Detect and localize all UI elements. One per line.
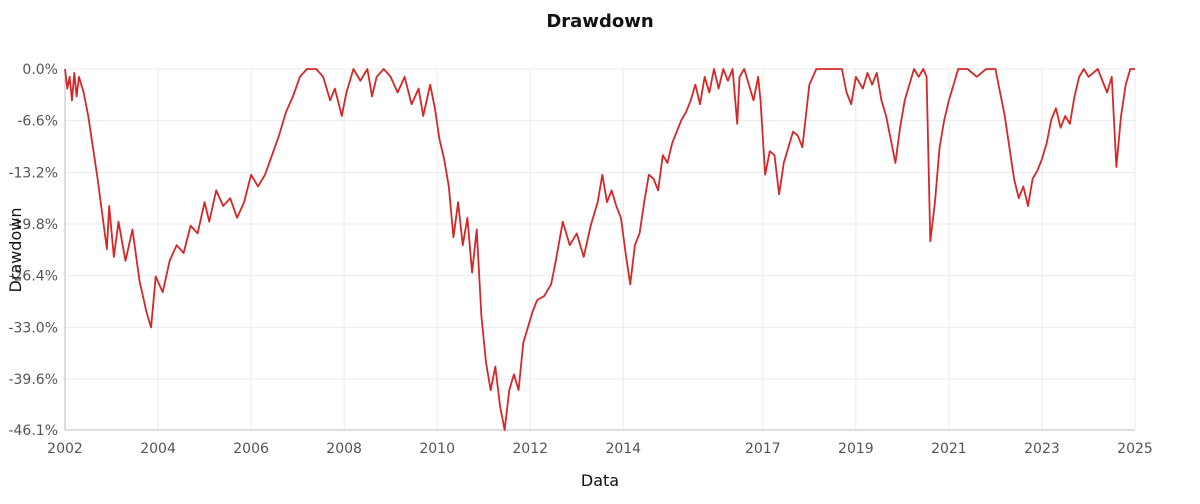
- x-tick-label: 2010: [419, 441, 455, 457]
- x-tick-label: 2017: [745, 441, 781, 457]
- y-tick-label: -13.2%: [8, 165, 58, 181]
- x-tick-label: 2002: [47, 441, 83, 457]
- y-tick-label: -19.8%: [8, 217, 58, 233]
- y-axis-title: Drawdown: [6, 208, 25, 293]
- drawdown-series-line: [64, 68, 1135, 431]
- x-tick-label: 2006: [233, 441, 269, 457]
- y-tick-label: -6.6%: [17, 114, 58, 130]
- y-tick-label: -46.1%: [8, 423, 58, 439]
- x-tick-label: 2014: [605, 441, 641, 457]
- plot-area: [64, 68, 1135, 431]
- x-tick-label: 2004: [140, 441, 176, 457]
- x-tick-label: 2025: [1117, 441, 1153, 457]
- x-tick-label: 2021: [931, 441, 967, 457]
- x-tick-label: 2012: [512, 441, 548, 457]
- axes: [64, 69, 1135, 431]
- x-tick-label: 2019: [838, 441, 874, 457]
- y-tick-label: -39.6%: [8, 372, 58, 388]
- x-tick-label: 2023: [1024, 441, 1060, 457]
- x-tick-label: 2008: [326, 441, 362, 457]
- y-tick-label: 0.0%: [22, 62, 58, 78]
- y-tick-label: -33.0%: [8, 320, 58, 336]
- y-tick-label: -26.4%: [8, 269, 58, 285]
- x-axis-title: Data: [581, 471, 619, 490]
- tick-labels: 0.0% -6.6% -13.2% -19.8% -26.4% -33.0% -39.6% -…: [8, 62, 1152, 457]
- grid: [64, 68, 1136, 431]
- chart-title: Drawdown: [546, 11, 653, 32]
